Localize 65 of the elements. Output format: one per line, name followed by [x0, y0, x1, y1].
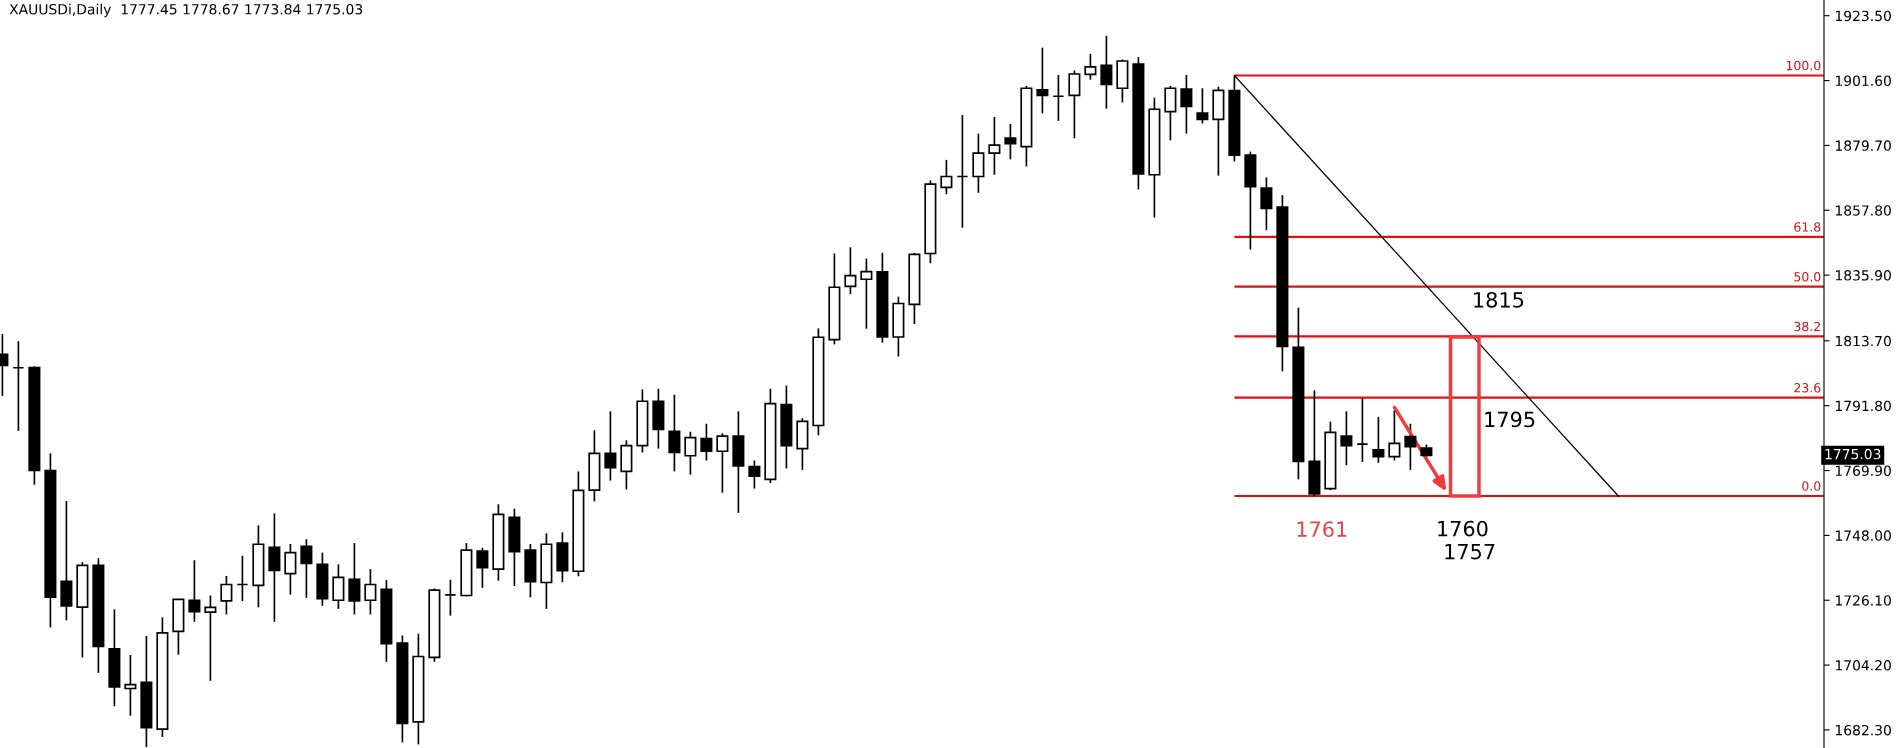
candlestick [236, 554, 249, 602]
candlestick [364, 568, 377, 616]
candlestick [444, 578, 457, 617]
candlestick [1180, 74, 1193, 135]
annotation: 38.2 [1794, 321, 1820, 332]
candlestick [1036, 46, 1049, 115]
candlestick [860, 257, 873, 330]
candlestick [700, 422, 713, 462]
y-tick-label: 1726.10 [1835, 595, 1891, 606]
y-tick-label: 1704.20 [1835, 660, 1891, 671]
candlestick [1356, 397, 1369, 463]
y-tick-label: 1813.70 [1835, 335, 1891, 347]
y-tick-label: 1923.50 [1835, 10, 1891, 22]
candlestick [284, 543, 297, 596]
candlestick [1372, 416, 1385, 464]
candlestick [604, 410, 617, 482]
y-tick-label: 1682.30 [1835, 724, 1891, 736]
candlestick [220, 575, 233, 616]
annotation: 100.0 [1786, 60, 1821, 71]
candlestick [1340, 410, 1353, 467]
candlestick [940, 159, 953, 196]
y-tick-label: 1769.90 [1835, 465, 1891, 477]
candlestick [1004, 123, 1017, 161]
candlestick [716, 432, 729, 494]
candlestick [748, 459, 761, 490]
candlestick [1100, 34, 1113, 110]
candlestick [988, 116, 1001, 176]
candlestick [956, 114, 969, 229]
candlestick [1164, 85, 1177, 142]
annotation: 1795 [1485, 411, 1535, 428]
candlestick [1196, 87, 1209, 125]
candlestick [12, 340, 25, 432]
annotation: 50.0 [1794, 271, 1821, 282]
candlestick [972, 132, 985, 194]
y-tick-label: 1857.80 [1835, 205, 1891, 216]
candlestick [268, 512, 281, 623]
annotation: 1760 [1438, 520, 1488, 537]
y-tick-label: 1901.60 [1835, 75, 1891, 87]
y-tick-label: 1835.90 [1835, 270, 1891, 281]
candlestick [1052, 74, 1065, 122]
annotation: 1761 [1297, 521, 1347, 538]
y-tick-label: 1791.80 [1835, 400, 1891, 412]
candlestick [1068, 69, 1081, 140]
candlestick [476, 546, 489, 589]
candlestick [1084, 53, 1097, 81]
candlestick [204, 594, 217, 682]
candlestick [1260, 176, 1273, 231]
chart-title: XAUUSDi,Daily 1777.45 1778.67 1773.84 1775.03 [9, 3, 363, 18]
y-tick-label: 1879.70 [1835, 140, 1891, 151]
candlestick [124, 654, 137, 717]
candlestick [844, 246, 857, 295]
candlestick [668, 393, 681, 473]
annotation: 1815 [1474, 291, 1524, 308]
candlestick [684, 430, 697, 476]
annotation: 0.0 [1802, 481, 1821, 491]
annotation: 23.6 [1794, 383, 1821, 393]
annotation: 1757 [1445, 543, 1495, 560]
candlestick [332, 563, 345, 610]
candlestick [300, 538, 313, 599]
annotation: 61.8 [1794, 222, 1821, 232]
y-tick-label: 1748.00 [1835, 530, 1891, 541]
text: 1775.03 [1825, 448, 1881, 460]
candlestick [188, 559, 201, 623]
candlestick [348, 542, 361, 616]
candlestick [1388, 409, 1401, 462]
